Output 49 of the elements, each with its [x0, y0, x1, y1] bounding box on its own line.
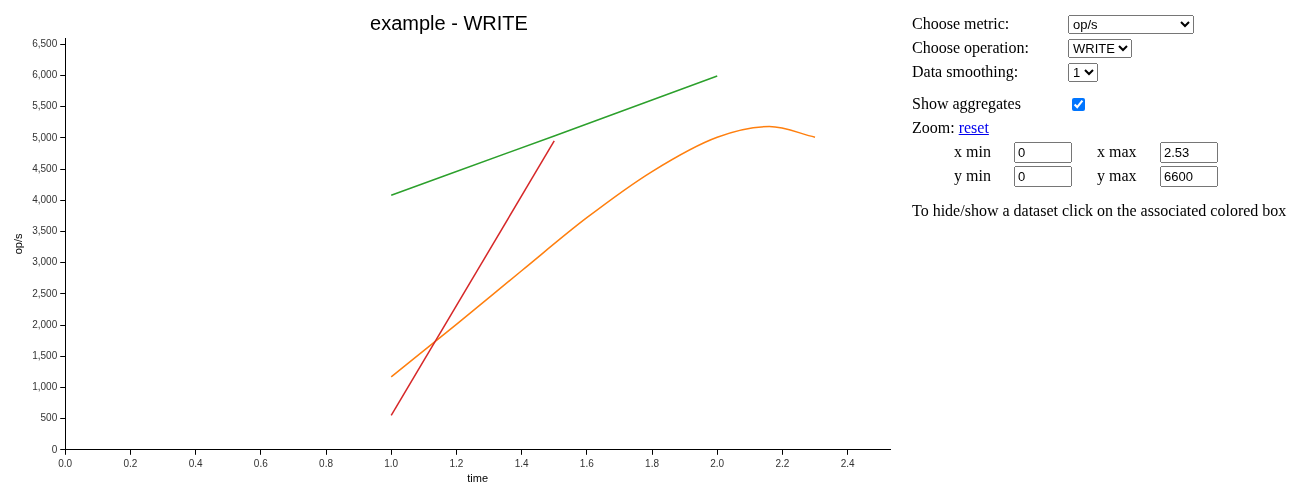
x-axis-title: time: [467, 472, 488, 485]
x-tick-label: 0.8: [319, 457, 334, 469]
y-tick-label: 3,000: [32, 256, 58, 268]
chart-title: example - WRITE: [370, 11, 528, 34]
text: Show aggregates: [912, 95, 1022, 113]
text: x min: [954, 143, 992, 161]
x-tick-label: 2.2: [775, 457, 790, 469]
x-tick-label: 1.0: [384, 457, 399, 469]
y-tick-label: 0: [51, 443, 58, 455]
y-tick-label: 2,500: [32, 287, 58, 299]
y-tick-label: 6,500: [32, 37, 58, 49]
text: Zoom:: [912, 119, 956, 137]
x-tick-label: 1.2: [449, 457, 464, 469]
y-tick-label: 2,000: [32, 318, 58, 330]
text: 6600: [1160, 165, 1218, 187]
x-tick-label: 1.4: [514, 457, 530, 469]
y-tick-label: 4,500: [32, 162, 58, 174]
y-tick-label: 1,500: [32, 349, 58, 361]
text: To hide/show a dataset click on the associated colored box: [912, 202, 1287, 220]
y-tick-label: 6,000: [32, 69, 58, 81]
text: 2.53: [1160, 141, 1218, 163]
text: WRITE: [1068, 38, 1132, 58]
x-tick-label: 1.8: [645, 457, 660, 469]
x-tick-label: 1.6: [579, 457, 595, 469]
text: 0: [1014, 141, 1072, 163]
y-tick-label: 5,000: [32, 131, 58, 143]
text: Choose metric:: [912, 15, 1011, 33]
x-tick-label: 2.4: [840, 457, 856, 469]
text: Choose operation:: [912, 39, 1030, 57]
x-tick-label: 0.0: [58, 457, 73, 469]
y-tick-label: 1,000: [32, 381, 58, 393]
x-tick-label: 0.6: [253, 457, 269, 469]
text: Data smoothing:: [912, 63, 1020, 81]
x-tick-label: 0.4: [188, 457, 204, 469]
y-tick-label: 5,500: [32, 100, 58, 112]
text: x max: [1097, 143, 1138, 161]
text: 0: [1014, 165, 1072, 187]
y-axis-title: op/s: [11, 233, 24, 255]
x-tick-label: 2.0: [710, 457, 725, 469]
line-series: [390, 125, 816, 378]
y-tick-label: 4,000: [32, 193, 58, 205]
y-tick-label: 3,500: [32, 225, 58, 237]
text: y max: [1097, 167, 1138, 185]
text: reset: [958, 119, 989, 137]
text: y min: [954, 167, 992, 185]
text: 1: [1068, 62, 1098, 82]
x-tick-label: 0.2: [123, 457, 138, 469]
y-tick-label: 500: [40, 412, 58, 424]
text: op/s: [1068, 14, 1194, 34]
